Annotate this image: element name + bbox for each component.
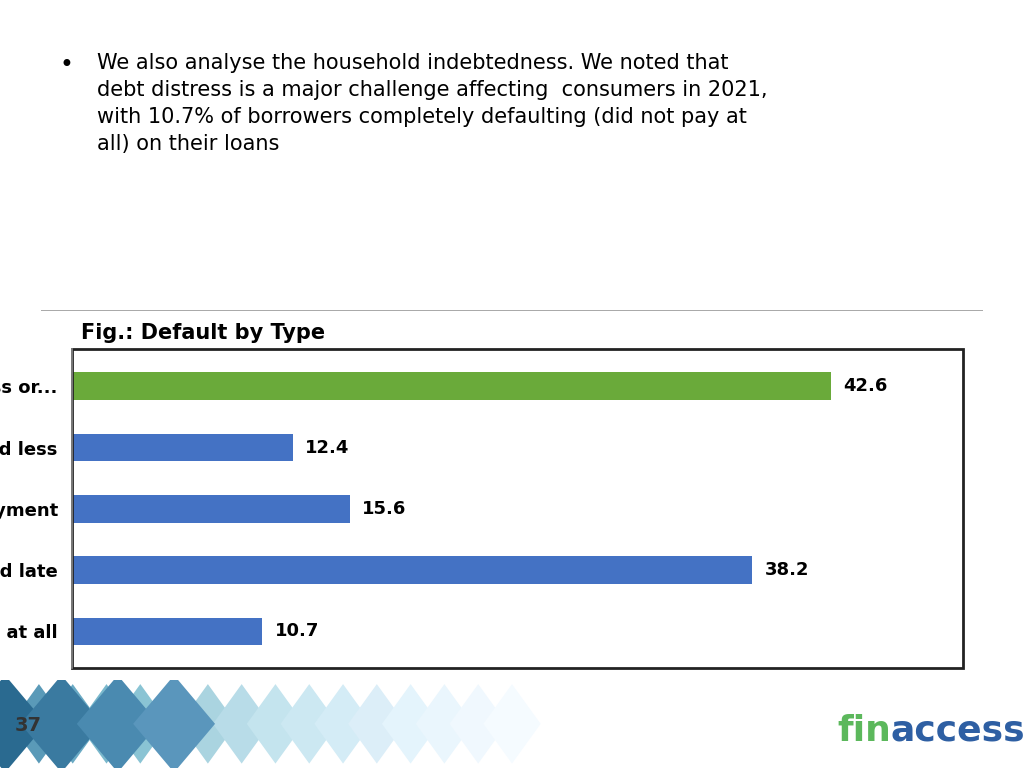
Polygon shape [44,684,101,763]
Bar [72,349,963,668]
Text: Fig.: Default by Type: Fig.: Default by Type [81,323,325,343]
Text: •: • [59,53,74,77]
Text: 38.2: 38.2 [765,561,809,579]
Polygon shape [77,675,159,768]
Polygon shape [179,684,237,763]
Polygon shape [10,684,68,763]
Bar [72,372,830,400]
Text: fin: fin [837,714,891,748]
Bar [72,556,753,584]
Text: 37: 37 [15,716,42,735]
Polygon shape [281,684,338,763]
Text: 15.6: 15.6 [362,500,407,518]
Polygon shape [314,684,372,763]
Text: 42.6: 42.6 [843,377,888,396]
Polygon shape [348,684,406,763]
Polygon shape [0,684,34,763]
Bar [72,617,262,645]
Polygon shape [483,684,541,763]
Polygon shape [247,684,304,763]
Text: 10.7: 10.7 [274,622,319,641]
Polygon shape [450,684,507,763]
Polygon shape [112,684,169,763]
Polygon shape [20,675,102,768]
Bar [72,495,349,522]
Polygon shape [382,684,439,763]
Polygon shape [145,684,203,763]
Polygon shape [78,684,135,763]
Polygon shape [0,675,46,768]
Bar [72,434,293,462]
Polygon shape [213,684,270,763]
Text: 12.4: 12.4 [305,439,349,456]
Text: We also analyse the household indebtedness. We noted that
debt distress is a maj: We also analyse the household indebtedne… [97,53,768,154]
Text: access: access [891,714,1024,748]
Polygon shape [133,675,215,768]
Polygon shape [416,684,473,763]
